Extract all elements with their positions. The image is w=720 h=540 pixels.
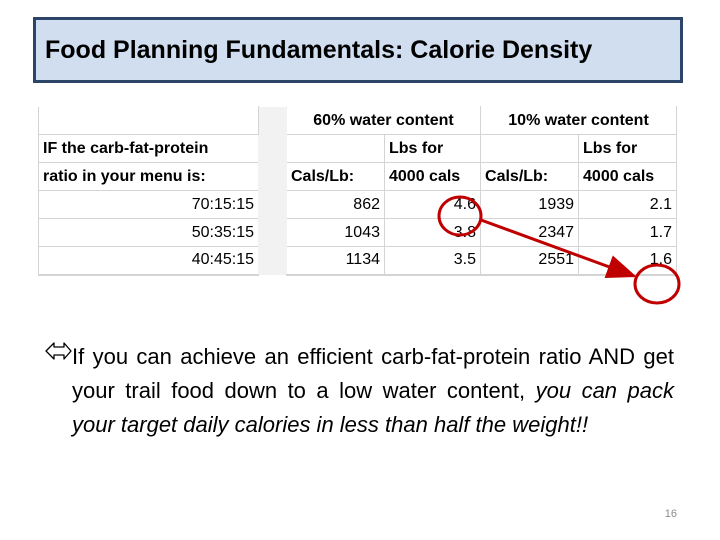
col-header-4-line1: Lbs for	[578, 134, 678, 163]
group-header-60: 60% water content	[285, 106, 482, 135]
ratio-cell: 40:45:15	[38, 246, 259, 276]
lbs-10-cell: 1.6	[578, 246, 678, 276]
table-gap-column	[258, 106, 287, 275]
col-header-1-line1	[286, 134, 385, 163]
slide-title: Food Planning Fundamentals: Calorie Dens…	[45, 35, 593, 64]
table-header-row-1: 60% water content 10% water content	[38, 106, 678, 275]
bullet-text: If you can achieve an efficient carb-fat…	[72, 340, 674, 442]
lbs-10-cell: 1.7	[578, 218, 678, 247]
ratio-cell: 70:15:15	[38, 190, 259, 219]
cals-10-cell: 2551	[480, 246, 580, 276]
lbs-10-cell: 2.1	[578, 190, 678, 219]
table-row: 40:45:15 1134 3.5 2551 1.6	[38, 246, 678, 276]
bullet-paragraph: If you can achieve an efficient carb-fat…	[44, 340, 674, 442]
table-header-row-2: IF the carb-fat-protein Lbs for Lbs for	[38, 134, 678, 163]
double-arrow-icon	[45, 342, 72, 360]
header-empty-cell	[38, 106, 259, 135]
calorie-density-table-area: 60% water content 10% water content IF t…	[38, 106, 678, 298]
calorie-density-table: 60% water content 10% water content IF t…	[38, 106, 678, 276]
lbs-60-cell: 4.6	[383, 190, 482, 219]
cals-10-cell: 1939	[480, 190, 580, 219]
bullet-text-italic: you can pack your target daily calories …	[72, 378, 674, 437]
page-number: 16	[664, 508, 677, 520]
col-header-2-line2: 4000 cals	[383, 162, 482, 191]
cals-60-cell: 1134	[286, 246, 385, 276]
table-header-row-3: ratio in your menu is: Cals/Lb: 4000 cal…	[38, 162, 678, 191]
lbs-60-cell: 3.8	[383, 218, 482, 247]
table-row: 50:35:15 1043 3.8 2347 1.7	[38, 218, 678, 247]
col-header-4-line2: 4000 cals	[578, 162, 678, 191]
lbs-60-cell: 3.5	[383, 246, 482, 276]
col-header-1-line2: Cals/Lb:	[286, 162, 385, 191]
title-bar: Food Planning Fundamentals: Calorie Dens…	[33, 17, 683, 83]
cals-60-cell: 862	[286, 190, 385, 219]
col-header-3-line2: Cals/Lb:	[480, 162, 580, 191]
cals-60-cell: 1043	[286, 218, 385, 247]
ratio-cell: 50:35:15	[38, 218, 259, 247]
col-header-3-line1	[480, 134, 580, 163]
cals-10-cell: 2347	[480, 218, 580, 247]
row-label-header-line1: IF the carb-fat-protein	[38, 134, 259, 163]
bullet-text-plain: If you can achieve an efficient carb-fat…	[72, 344, 674, 403]
group-header-10: 10% water content	[480, 106, 678, 135]
table-row: 70:15:15 862 4.6 1939 2.1	[38, 190, 678, 219]
col-header-2-line1: Lbs for	[383, 134, 482, 163]
row-label-header-line2: ratio in your menu is:	[38, 162, 259, 191]
